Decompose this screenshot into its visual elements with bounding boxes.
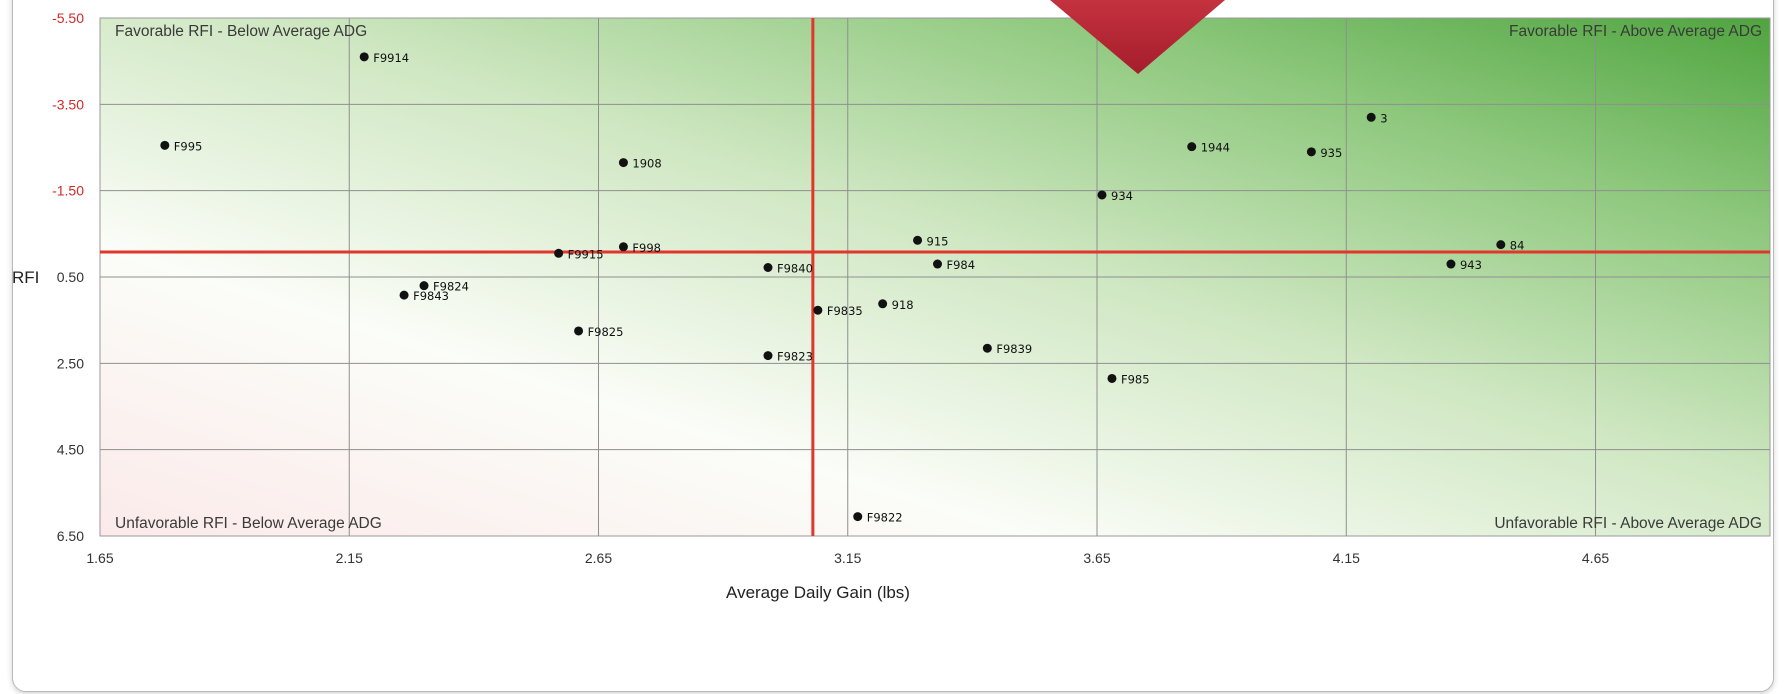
y-tick-label: -5.50 [52, 10, 84, 26]
point-label: F9839 [996, 342, 1032, 356]
point-marker [1366, 112, 1376, 122]
data-point: F9835 [813, 304, 863, 318]
point-marker [618, 158, 628, 168]
x-axis-ticks: 1.65 2.15 2.65 3.15 3.65 4.15 4.65 [86, 550, 1609, 566]
x-tick-label: 4.65 [1582, 550, 1609, 566]
quadrant-label-bottom-left: Unfavorable RFI - Below Average ADG [115, 515, 382, 532]
point-label: F998 [632, 241, 661, 255]
point-marker [913, 235, 923, 245]
data-point: F9823 [763, 350, 813, 364]
point-label: F9915 [568, 247, 604, 261]
point-marker [1107, 373, 1117, 383]
point-marker [1097, 190, 1107, 200]
point-marker [419, 281, 429, 291]
x-tick-label: 4.15 [1333, 550, 1360, 566]
data-point: F9843 [399, 289, 449, 303]
x-tick-label: 3.15 [834, 550, 861, 566]
y-tick-label: -3.50 [52, 96, 84, 112]
data-point: 84 [1496, 239, 1524, 253]
quadrant-label-top-left: Favorable RFI - Below Average ADG [115, 23, 367, 40]
y-tick-label: 0.50 [57, 269, 84, 285]
data-point: F9839 [982, 342, 1032, 356]
data-point: F984 [932, 258, 975, 272]
data-point: 935 [1306, 146, 1342, 160]
point-label: 935 [1320, 146, 1342, 160]
data-point: F9840 [763, 262, 813, 276]
point-label: F9835 [827, 304, 863, 318]
data-point: F998 [618, 241, 661, 255]
point-label: F9823 [777, 350, 813, 364]
point-marker [982, 343, 992, 353]
gridlines [100, 18, 1770, 536]
point-marker [359, 52, 369, 62]
point-label: 915 [927, 234, 949, 248]
point-label: 1908 [632, 157, 661, 171]
point-label: 1944 [1201, 141, 1230, 155]
y-tick-label: 6.50 [57, 528, 84, 544]
point-label: F9843 [413, 289, 449, 303]
point-label: F984 [946, 258, 975, 272]
data-point: 934 [1097, 189, 1133, 203]
data-point: F9915 [554, 247, 604, 261]
point-label: F9825 [588, 325, 624, 339]
point-marker [1306, 147, 1316, 157]
data-point: F9825 [574, 325, 623, 339]
y-tick-label: 4.50 [57, 442, 84, 458]
quadrant-label-bottom-right: Unfavorable RFI - Above Average ADG [1494, 515, 1762, 532]
quadrant-label-top-right: Favorable RFI - Above Average ADG [1509, 23, 1762, 40]
data-point: F9824 [419, 280, 469, 294]
data-points: F9914 F995 1908 3 1944 935 934 915 84 F998 F9915 F9… [160, 51, 1524, 525]
x-tick-label: 3.65 [1083, 550, 1110, 566]
data-point: F9914 [359, 51, 409, 65]
y-axis-title: RFI [12, 268, 39, 287]
data-point: F995 [160, 139, 202, 153]
point-label: 918 [892, 298, 914, 312]
point-label: F985 [1121, 372, 1150, 386]
point-marker [1496, 240, 1506, 250]
point-marker [878, 299, 888, 309]
data-point: 918 [878, 298, 914, 312]
point-label: F9840 [777, 262, 813, 276]
point-label: 934 [1111, 189, 1133, 203]
point-marker [813, 305, 823, 315]
data-point: 1908 [618, 157, 662, 171]
point-marker [763, 263, 773, 273]
point-marker [554, 248, 564, 258]
point-marker [1187, 142, 1197, 152]
y-axis-ticks: -5.50 -3.50 -1.50 0.50 2.50 4.50 6.50 [52, 10, 84, 544]
data-point: 943 [1446, 258, 1482, 272]
x-axis-title: Average Daily Gain (lbs) [726, 583, 910, 602]
point-marker [932, 259, 942, 269]
reference-lines [100, 18, 1770, 536]
down-arrow-icon [1050, 0, 1225, 74]
point-label: F995 [174, 139, 203, 153]
data-point: 3 [1366, 111, 1388, 125]
point-label: F9824 [433, 280, 469, 294]
point-marker [1446, 259, 1456, 269]
point-label: 3 [1380, 111, 1387, 125]
point-marker [574, 326, 584, 336]
point-label: 943 [1460, 258, 1482, 272]
data-point: F985 [1107, 372, 1150, 386]
y-tick-label: 2.50 [57, 355, 84, 371]
point-marker [160, 140, 170, 150]
point-label: 84 [1510, 239, 1525, 253]
data-point: 1944 [1187, 141, 1230, 155]
x-tick-label: 2.15 [336, 550, 363, 566]
data-point: F9822 [853, 511, 903, 525]
data-point: 915 [913, 234, 949, 248]
point-label: F9914 [373, 51, 409, 65]
x-tick-label: 2.65 [585, 550, 612, 566]
y-tick-label: -1.50 [52, 183, 84, 199]
point-marker [763, 351, 773, 361]
point-marker [399, 290, 409, 300]
point-marker [618, 242, 628, 252]
point-label: F9822 [867, 511, 903, 525]
x-tick-label: 1.65 [86, 550, 113, 566]
point-marker [853, 512, 863, 522]
